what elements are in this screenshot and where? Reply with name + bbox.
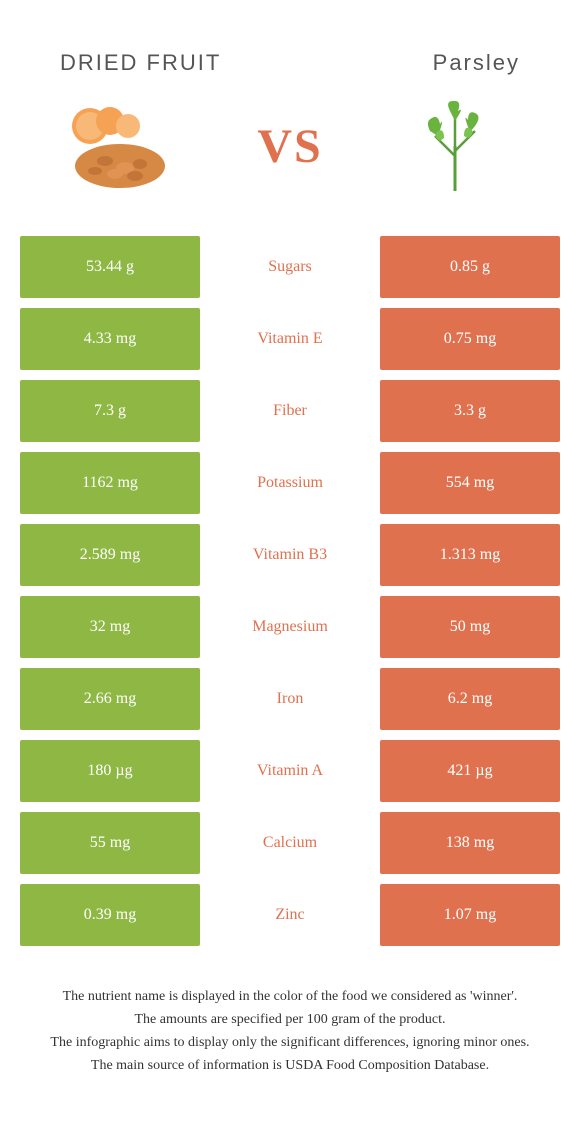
table-row: 1162 mgPotassium554 mg <box>20 452 560 514</box>
right-food-title: Parsley <box>433 50 520 76</box>
footer-line: The nutrient name is displayed in the co… <box>40 986 540 1007</box>
table-row: 55 mgCalcium138 mg <box>20 812 560 874</box>
left-value-cell: 55 mg <box>20 812 200 874</box>
right-value-cell: 421 µg <box>380 740 560 802</box>
left-value-cell: 1162 mg <box>20 452 200 514</box>
right-value-cell: 138 mg <box>380 812 560 874</box>
table-row: 4.33 mgVitamin E0.75 mg <box>20 308 560 370</box>
nutrient-comparison-table: 53.44 gSugars0.85 g 4.33 mgVitamin E0.75 … <box>20 236 560 946</box>
vs-label: VS <box>257 119 322 174</box>
table-row: 53.44 gSugars0.85 g <box>20 236 560 298</box>
right-value-cell: 0.85 g <box>380 236 560 298</box>
table-row: 180 µgVitamin A421 µg <box>20 740 560 802</box>
nutrient-name-cell: Zinc <box>200 884 380 946</box>
parsley-image <box>390 96 520 196</box>
right-value-cell: 3.3 g <box>380 380 560 442</box>
nutrient-name-cell: Vitamin B3 <box>200 524 380 586</box>
dried-fruit-image <box>60 96 190 196</box>
left-value-cell: 0.39 mg <box>20 884 200 946</box>
left-value-cell: 2.589 mg <box>20 524 200 586</box>
left-value-cell: 4.33 mg <box>20 308 200 370</box>
left-value-cell: 32 mg <box>20 596 200 658</box>
right-value-cell: 1.07 mg <box>380 884 560 946</box>
right-value-cell: 1.313 mg <box>380 524 560 586</box>
nutrient-name-cell: Iron <box>200 668 380 730</box>
nutrient-name-cell: Magnesium <box>200 596 380 658</box>
left-value-cell: 7.3 g <box>20 380 200 442</box>
nutrient-name-cell: Vitamin A <box>200 740 380 802</box>
nutrient-name-cell: Fiber <box>200 380 380 442</box>
left-value-cell: 53.44 g <box>20 236 200 298</box>
right-value-cell: 0.75 mg <box>380 308 560 370</box>
right-value-cell: 6.2 mg <box>380 668 560 730</box>
right-value-cell: 554 mg <box>380 452 560 514</box>
table-row: 2.589 mgVitamin B31.313 mg <box>20 524 560 586</box>
vs-row: VS <box>20 86 560 236</box>
right-value-cell: 50 mg <box>380 596 560 658</box>
table-row: 7.3 gFiber3.3 g <box>20 380 560 442</box>
left-value-cell: 180 µg <box>20 740 200 802</box>
left-food-title: DRIED FRUIT <box>60 50 221 76</box>
footer-notes: The nutrient name is displayed in the co… <box>20 986 560 1076</box>
header: DRIED FRUIT Parsley <box>20 20 560 86</box>
nutrient-name-cell: Calcium <box>200 812 380 874</box>
footer-line: The amounts are specified per 100 gram o… <box>40 1009 540 1030</box>
table-row: 2.66 mgIron6.2 mg <box>20 668 560 730</box>
footer-line: The main source of information is USDA F… <box>40 1055 540 1076</box>
table-row: 0.39 mgZinc1.07 mg <box>20 884 560 946</box>
left-value-cell: 2.66 mg <box>20 668 200 730</box>
nutrient-name-cell: Sugars <box>200 236 380 298</box>
nutrient-name-cell: Vitamin E <box>200 308 380 370</box>
footer-line: The infographic aims to display only the… <box>40 1032 540 1053</box>
table-row: 32 mgMagnesium50 mg <box>20 596 560 658</box>
nutrient-name-cell: Potassium <box>200 452 380 514</box>
